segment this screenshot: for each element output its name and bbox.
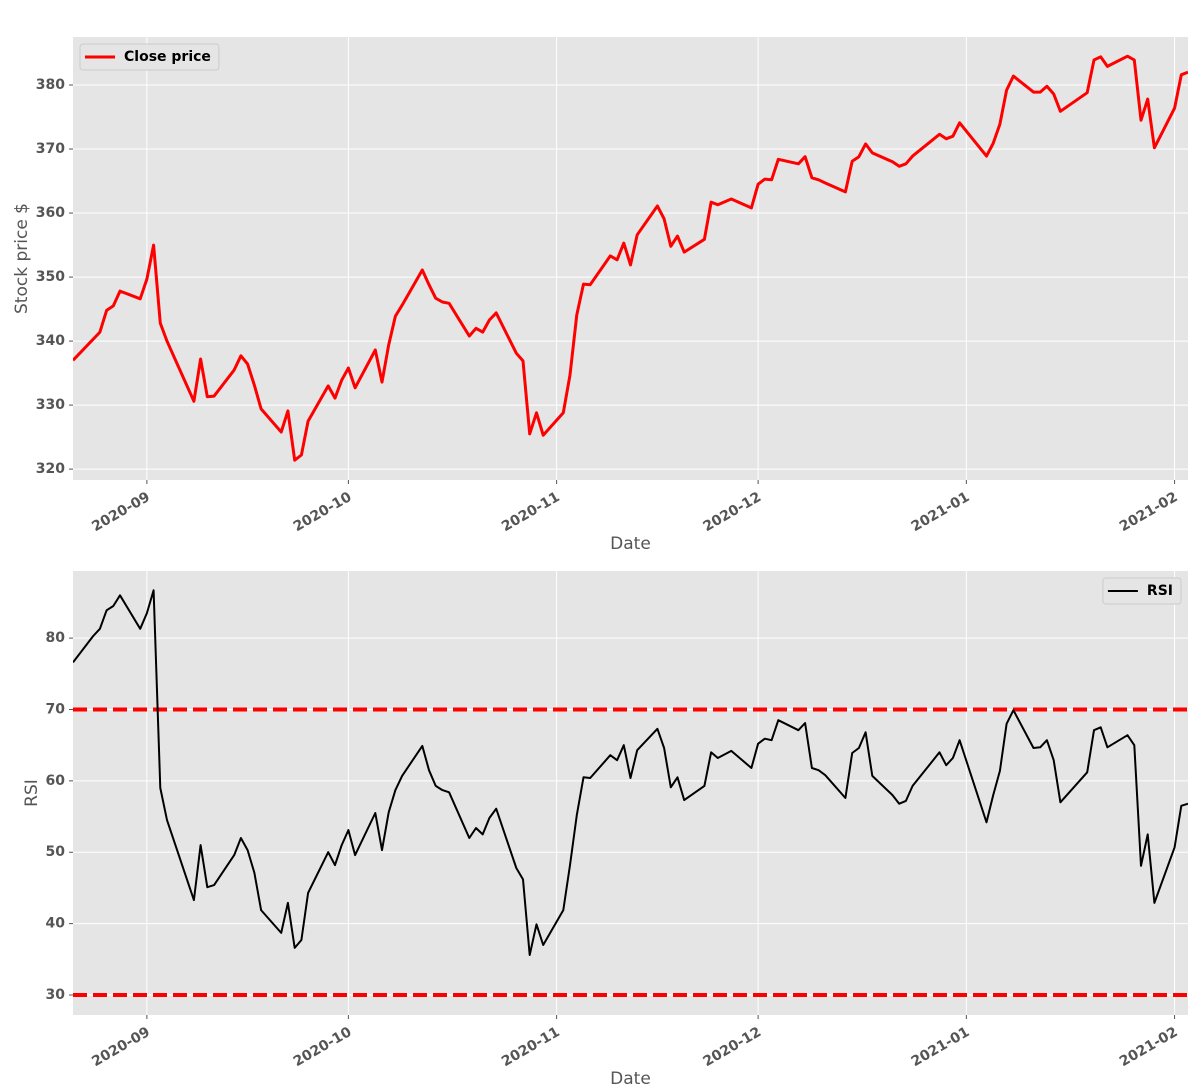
legend: RSI bbox=[1102, 577, 1182, 605]
x-tick-label: 2021-01 bbox=[909, 489, 973, 535]
y-tick-label: 330 bbox=[36, 397, 65, 413]
x-tick-label: 2020-11 bbox=[499, 489, 563, 535]
legend-label: RSI bbox=[1147, 583, 1173, 599]
y-tick-label: 50 bbox=[46, 844, 66, 860]
data-line bbox=[73, 589, 1188, 956]
legend-label: Close price bbox=[124, 49, 211, 65]
x-tick-label: 2020-09 bbox=[89, 489, 153, 535]
legend-box bbox=[79, 43, 220, 71]
x-tick-label: 2020-12 bbox=[700, 1024, 764, 1070]
y-tick-label: 340 bbox=[36, 333, 65, 349]
x-tick-label: 2020-11 bbox=[499, 1024, 563, 1070]
x-tick-label: 2020-10 bbox=[291, 489, 355, 535]
x-tick-label: 2020-09 bbox=[89, 1024, 153, 1070]
legend-box bbox=[1102, 577, 1182, 605]
y-tick-label: 60 bbox=[46, 773, 66, 789]
x-tick-label: 2020-12 bbox=[700, 489, 764, 535]
x-tick-label: 2020-10 bbox=[291, 1024, 355, 1070]
x-tick-label: 2021-01 bbox=[909, 1024, 973, 1070]
y-tick-label: 380 bbox=[36, 77, 65, 93]
plot-background bbox=[73, 571, 1188, 1015]
y-tick-label: 360 bbox=[36, 205, 65, 221]
x-tick-label: 2021-02 bbox=[1117, 489, 1181, 535]
y-tick-label: 30 bbox=[46, 987, 66, 1003]
y-tick-label: 80 bbox=[46, 630, 66, 646]
x-axis-label: Date bbox=[610, 1069, 651, 1089]
y-tick-label: 350 bbox=[36, 269, 65, 285]
y-axis-label: Stock price $ bbox=[12, 203, 32, 314]
y-tick-label: 370 bbox=[36, 141, 65, 157]
y-tick-label: 320 bbox=[36, 461, 65, 477]
y-tick-label: 70 bbox=[46, 701, 66, 717]
x-axis-label: Date bbox=[610, 534, 651, 554]
y-tick-label: 40 bbox=[46, 916, 66, 932]
legend: Close price bbox=[79, 43, 220, 71]
x-tick-label: 2021-02 bbox=[1117, 1024, 1181, 1070]
data-line bbox=[73, 54, 1188, 462]
y-axis-label: RSI bbox=[22, 779, 42, 807]
